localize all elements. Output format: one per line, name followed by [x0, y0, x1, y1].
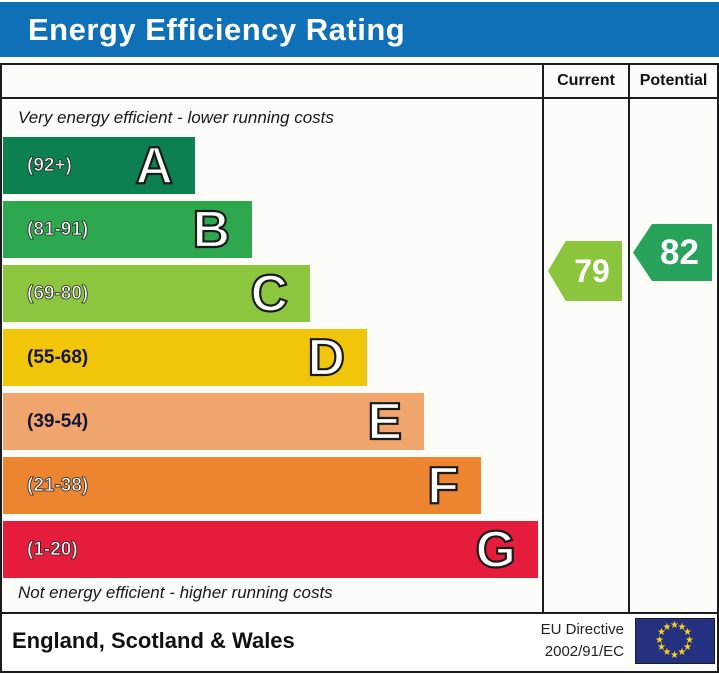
potential-rating-value: 82 [660, 232, 699, 272]
band-letter: F [426, 456, 460, 515]
band-bar-g: (1-20) G [3, 521, 538, 578]
band-bar-f: (21-38) F [3, 457, 481, 514]
title-bar: Energy Efficiency Rating [0, 2, 719, 57]
top-caption: Very energy efficient - lower running co… [18, 108, 334, 127]
potential-column-header: Potential [628, 65, 717, 99]
band-row-a: (92+) A [3, 137, 542, 201]
eu-flag-star-icon: ★ [655, 634, 664, 646]
band-letter: B [191, 200, 231, 259]
band-row-e: (39-54) E [3, 393, 542, 457]
band-letter: E [366, 392, 403, 451]
band-row-g: (1-20) G [3, 521, 542, 585]
band-range-label: (69-80) [27, 282, 89, 304]
eu-directive-line2: 2002/91/EC [544, 642, 624, 660]
band-range-label: (92+) [27, 154, 73, 176]
page-title: Energy Efficiency Rating [28, 11, 406, 47]
band-bar-b: (81-91) B [3, 201, 252, 258]
footer: England, Scotland & Wales EU Directive 2… [2, 612, 717, 667]
region-label: England, Scotland & Wales [12, 627, 295, 653]
eu-flag-star-icon: ★ [685, 634, 694, 646]
current-column-header: Current [542, 65, 628, 99]
eu-flag-star-icon: ★ [682, 627, 692, 638]
potential-rating-cell: 82 [628, 99, 717, 612]
rating-scale-chart: Very energy efficient - lower running co… [2, 99, 542, 612]
band-letter: D [306, 328, 346, 387]
eu-flag-star-icon: ★ [657, 642, 666, 653]
band-bar-a: (92+) A [3, 137, 195, 194]
eu-flag-icon: ★ ★ ★ ★ ★ ★ ★ ★ ★ ★ ★ ★ [635, 617, 715, 664]
band-letter: G [474, 520, 517, 579]
band-bar-c: (69-80) C [3, 265, 310, 322]
eu-flag-star-icon: ★ [662, 647, 672, 659]
eu-flag-star-icon: ★ [657, 627, 666, 638]
eu-directive-label: EU Directive 2002/91/EC [541, 619, 624, 663]
band-range-label: (39-54) [27, 410, 89, 432]
band-bar-d: (55-68) D [3, 329, 367, 386]
eu-directive-line1: EU Directive [540, 620, 624, 638]
rating-table: Current Potential Very energy efficient … [0, 63, 719, 673]
eu-flag-star-icon: ★ [670, 649, 679, 661]
eu-flag-star-icon: ★ [670, 619, 679, 631]
current-rating-arrow: 79 [548, 241, 622, 301]
potential-rating-arrow: 82 [633, 224, 712, 281]
band-row-c: (69-80) C [3, 265, 542, 329]
band-row-d: (55-68) D [3, 329, 542, 393]
band-row-b: (81-91) B [3, 201, 542, 265]
band-range-label: (21-38) [27, 474, 89, 496]
band-row-f: (21-38) F [3, 457, 542, 521]
band-letter: C [249, 264, 289, 323]
band-letter: A [134, 136, 174, 195]
current-rating-value: 79 [574, 252, 610, 289]
eu-flag-star-icon: ★ [677, 621, 687, 633]
bottom-caption: Not energy efficient - higher running co… [18, 583, 333, 602]
eu-flag-star-icon: ★ [662, 621, 672, 633]
band-range-label: (81-91) [27, 218, 89, 240]
header-spacer-cell [2, 65, 542, 99]
band-range-label: (55-68) [27, 346, 89, 368]
eu-flag-star-icon: ★ [682, 642, 692, 653]
band-range-label: (1-20) [27, 538, 78, 560]
current-rating-cell: 79 [542, 99, 628, 612]
eu-flag-star-icon: ★ [677, 647, 687, 659]
band-bar-e: (39-54) E [3, 393, 424, 450]
rating-bands: (92+) A (81-91) B (69-80) C (55-68) [3, 137, 542, 585]
